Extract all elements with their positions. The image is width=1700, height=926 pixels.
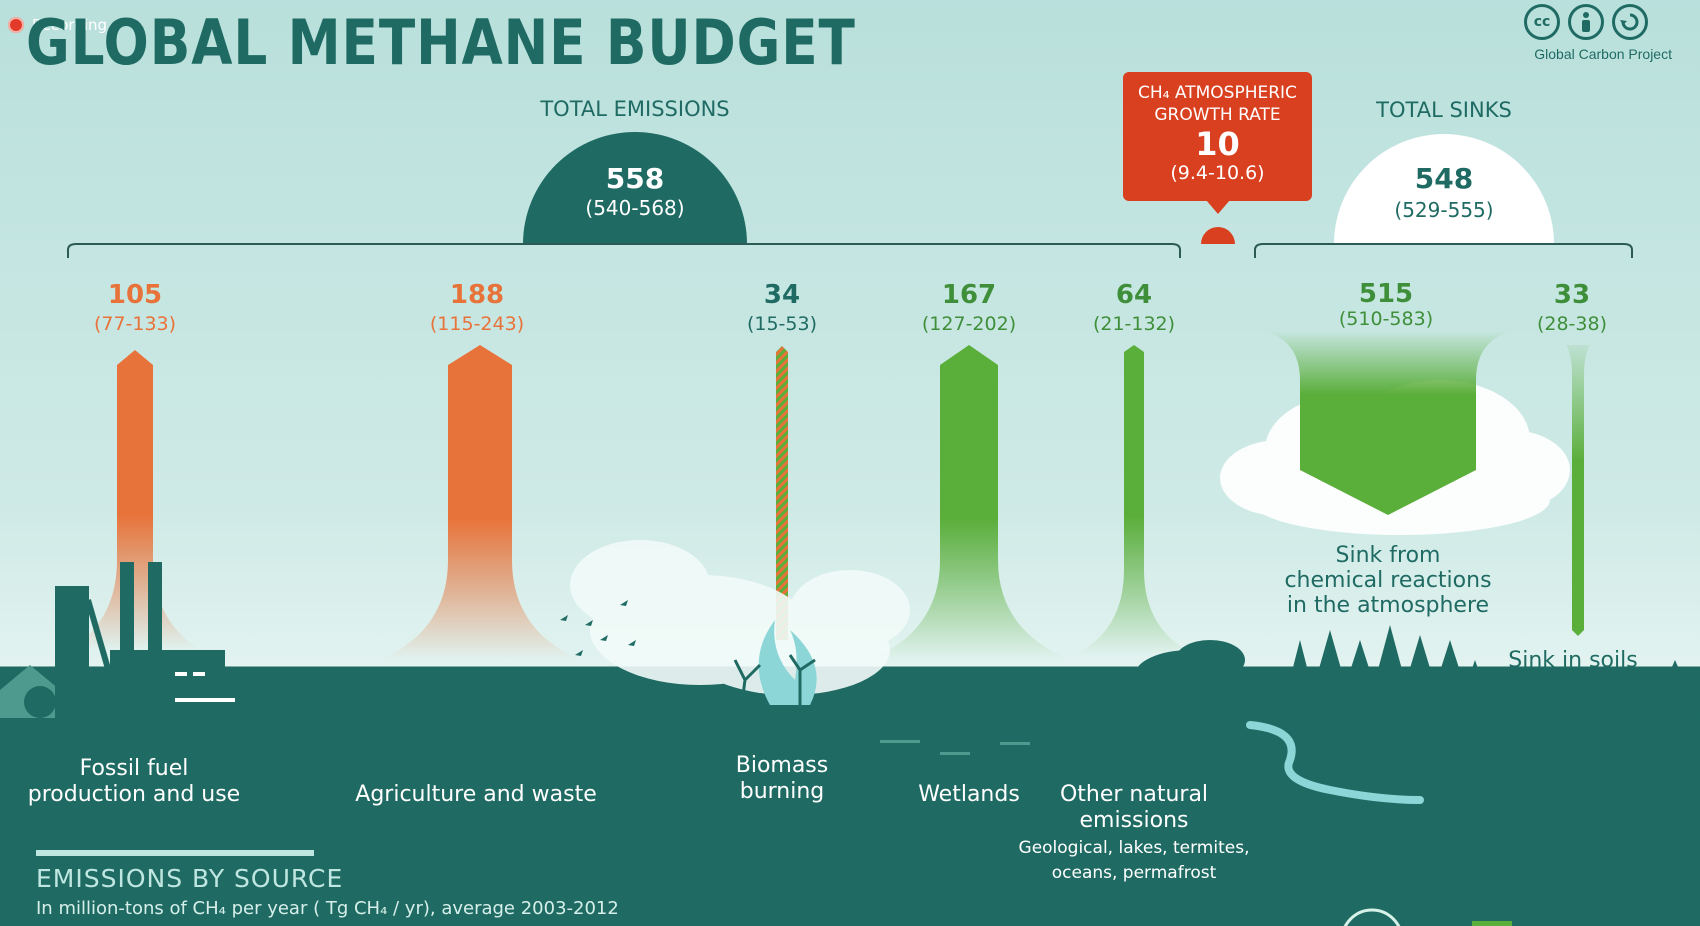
other-natural-range: (21-132) bbox=[1092, 313, 1176, 335]
smoke bbox=[570, 540, 910, 695]
other-natural-value: 64 bbox=[1115, 280, 1153, 310]
license-logos: cc bbox=[1524, 4, 1648, 40]
fossil-value: 105 bbox=[107, 280, 163, 310]
recording-label: Recording bbox=[32, 16, 108, 34]
soil-sink-label: Sink in soils bbox=[1508, 648, 1638, 673]
fossil-arrow bbox=[70, 350, 200, 650]
growth-rate-range: (9.4-10.6) bbox=[1170, 162, 1265, 184]
sinks-total: 548 bbox=[1414, 162, 1474, 195]
agriculture-label: Agriculture and waste bbox=[355, 782, 597, 807]
atmosphere-sink-arrow bbox=[1262, 330, 1514, 515]
sinks-dome bbox=[1334, 134, 1554, 244]
biomass-label: Biomass burning bbox=[735, 753, 829, 804]
wetlands-silhouette bbox=[880, 670, 1100, 755]
agriculture-silhouette bbox=[265, 682, 720, 722]
wetlands-label: Wetlands bbox=[918, 782, 1020, 807]
river bbox=[1246, 721, 1424, 804]
atmosphere-sink-range: (510-583) bbox=[1338, 308, 1434, 330]
sinks-header: TOTAL SINKS bbox=[1376, 98, 1512, 122]
emissions-range: (540-568) bbox=[585, 196, 685, 220]
recording-indicator[interactable]: Recording bbox=[8, 16, 107, 34]
forest bbox=[1280, 625, 1700, 718]
tree bbox=[1135, 640, 1245, 718]
sinks-bracket bbox=[1254, 243, 1633, 258]
emissions-total: 558 bbox=[605, 162, 665, 195]
soil-sink-range: (28-38) bbox=[1536, 313, 1608, 335]
agriculture-arrow bbox=[380, 345, 580, 660]
org-name: Global Carbon Project bbox=[1534, 46, 1672, 62]
atmosphere-sink-value: 515 bbox=[1358, 279, 1414, 309]
partial-circle bbox=[1343, 908, 1401, 926]
attribution-icon bbox=[1568, 4, 1604, 40]
fossil-label: Fossil fuel production and use bbox=[27, 756, 241, 807]
other-natural-label: Other natural emissions bbox=[1059, 782, 1209, 833]
growth-rate-dot bbox=[1201, 227, 1235, 244]
agriculture-range: (115-243) bbox=[429, 313, 525, 335]
biomass-value: 34 bbox=[763, 280, 801, 310]
emissions-header: TOTAL EMISSIONS bbox=[540, 97, 730, 121]
growth-rate-label-1: CH₄ ATMOSPHERIC bbox=[1138, 83, 1297, 103]
emissions-dome bbox=[523, 132, 747, 244]
biomass-arrow bbox=[776, 346, 788, 640]
wetlands-arrow bbox=[870, 345, 1070, 660]
other-natural-note: Geological, lakes, termites, oceans, per… bbox=[1018, 838, 1250, 883]
growth-rate-pointer bbox=[1206, 200, 1230, 214]
fire bbox=[758, 620, 817, 705]
legend-subtitle: In million-tons of CH₄ per year ( Tg CH₄… bbox=[36, 898, 619, 919]
wetlands-range: (127-202) bbox=[921, 313, 1017, 335]
page-title: GLOBAL METHANE BUDGET bbox=[26, 6, 856, 79]
fossil-range: (77-133) bbox=[93, 313, 177, 335]
ground bbox=[0, 718, 1700, 926]
partial-bar bbox=[1472, 921, 1512, 926]
birds bbox=[560, 600, 636, 656]
sinks-range: (529-555) bbox=[1394, 198, 1494, 222]
other-natural-arrow bbox=[1075, 345, 1195, 655]
cc-icon: cc bbox=[1524, 4, 1560, 40]
growth-rate-value: 10 bbox=[1195, 125, 1240, 163]
record-icon bbox=[8, 17, 24, 33]
industry-silhouette bbox=[0, 562, 235, 718]
atmosphere-sink-label: Sink from chemical reactions in the atmo… bbox=[1284, 543, 1492, 618]
growth-rate-box: CH₄ ATMOSPHERIC GROWTH RATE 10 (9.4-10.6… bbox=[1123, 72, 1312, 201]
soil-sink-arrow bbox=[1566, 345, 1590, 636]
biomass-range: (15-53) bbox=[746, 313, 818, 335]
soil-sink-value: 33 bbox=[1553, 280, 1591, 310]
legend-title: EMISSIONS BY SOURCE bbox=[36, 864, 344, 893]
wetlands-value: 167 bbox=[941, 280, 997, 310]
growth-rate-label-2: GROWTH RATE bbox=[1154, 105, 1281, 125]
legend-bar bbox=[36, 850, 314, 856]
share-alike-icon bbox=[1612, 4, 1648, 40]
emissions-bracket bbox=[67, 243, 1181, 258]
agriculture-value: 188 bbox=[449, 280, 505, 310]
burnt-trees bbox=[733, 654, 816, 719]
